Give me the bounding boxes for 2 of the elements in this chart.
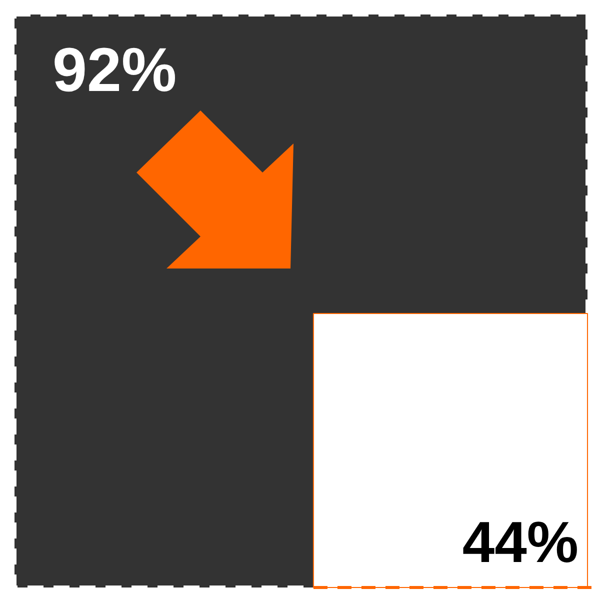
- data-label: 44%: [462, 510, 579, 575]
- data-label: 92%: [52, 36, 177, 105]
